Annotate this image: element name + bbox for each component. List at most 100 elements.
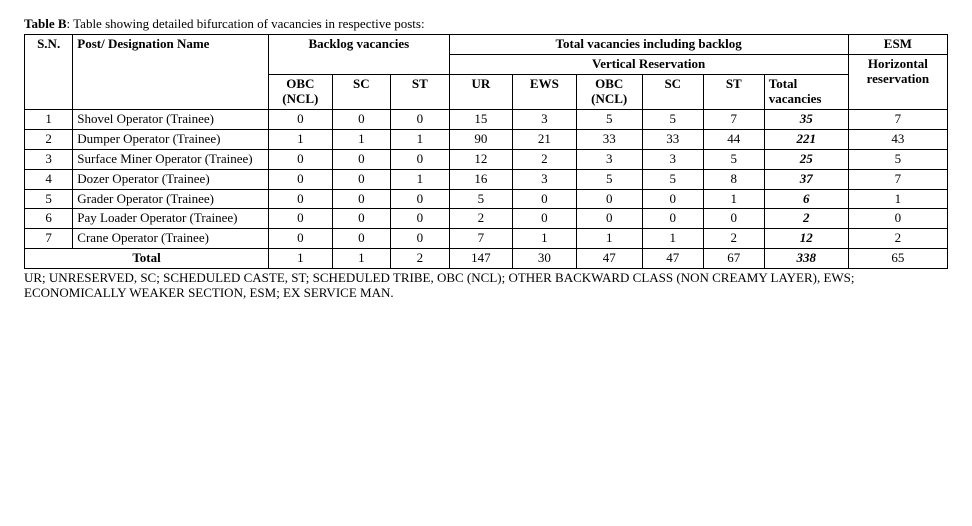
cell-v-st: 8 xyxy=(703,169,764,189)
cell-b-st: 0 xyxy=(391,209,449,229)
cell-sn: 6 xyxy=(25,209,73,229)
table-row: 6Pay Loader Operator (Trainee)0002000020 xyxy=(25,209,948,229)
cell-tot-ews: 30 xyxy=(513,249,577,269)
cell-b-sc: 0 xyxy=(332,189,390,209)
cell-esm: 7 xyxy=(848,169,947,189)
cell-b-sc: 0 xyxy=(332,209,390,229)
cell-v-sc: 33 xyxy=(642,129,703,149)
cell-tot-v-st: 67 xyxy=(703,249,764,269)
cell-v-sc: 1 xyxy=(642,229,703,249)
cell-ews: 0 xyxy=(513,209,577,229)
cell-ur: 15 xyxy=(449,109,513,129)
cell-v-obc: 0 xyxy=(576,189,642,209)
cell-ews: 1 xyxy=(513,229,577,249)
cell-v-sc: 0 xyxy=(642,209,703,229)
cell-sn: 4 xyxy=(25,169,73,189)
cell-b-obc: 0 xyxy=(269,189,333,209)
cell-tot-b-obc: 1 xyxy=(269,249,333,269)
cell-b-sc: 0 xyxy=(332,169,390,189)
cell-ews: 2 xyxy=(513,149,577,169)
table-total-row: Total1121473047476733865 xyxy=(25,249,948,269)
cell-v-sc: 3 xyxy=(642,149,703,169)
cell-v-obc: 3 xyxy=(576,149,642,169)
cell-esm: 7 xyxy=(848,109,947,129)
cell-sn: 7 xyxy=(25,229,73,249)
cell-ur: 7 xyxy=(449,229,513,249)
cell-tot-ur: 147 xyxy=(449,249,513,269)
cell-v-st: 44 xyxy=(703,129,764,149)
cell-b-sc: 0 xyxy=(332,109,390,129)
cell-name: Dozer Operator (Trainee) xyxy=(73,169,269,189)
table-row: 5Grader Operator (Trainee)0005000161 xyxy=(25,189,948,209)
cell-total: 12 xyxy=(764,229,848,249)
table-caption: Table B: Table showing detailed bifurcat… xyxy=(24,16,948,32)
cell-esm: 1 xyxy=(848,189,947,209)
cell-b-st: 0 xyxy=(391,149,449,169)
hdr-name: Post/ Designation Name xyxy=(73,35,269,110)
hdr-backlog: Backlog vacancies xyxy=(269,35,450,75)
cell-ews: 3 xyxy=(513,109,577,129)
cell-ews: 0 xyxy=(513,189,577,209)
hdr-v-obc: OBC (NCL) xyxy=(576,74,642,109)
cell-ur: 16 xyxy=(449,169,513,189)
cell-total: 35 xyxy=(764,109,848,129)
cell-v-st: 1 xyxy=(703,189,764,209)
cell-esm: 43 xyxy=(848,129,947,149)
cell-b-obc: 0 xyxy=(269,209,333,229)
cell-total: 25 xyxy=(764,149,848,169)
cell-name: Shovel Operator (Trainee) xyxy=(73,109,269,129)
cell-esm: 2 xyxy=(848,229,947,249)
cell-ews: 21 xyxy=(513,129,577,149)
hdr-vertical: Vertical Reservation xyxy=(449,54,848,74)
cell-name: Surface Miner Operator (Trainee) xyxy=(73,149,269,169)
cell-tot-total: 338 xyxy=(764,249,848,269)
cell-esm: 5 xyxy=(848,149,947,169)
cell-v-sc: 5 xyxy=(642,169,703,189)
cell-tot-b-st: 2 xyxy=(391,249,449,269)
hdr-sn: S.N. xyxy=(25,35,73,110)
cell-v-obc: 5 xyxy=(576,109,642,129)
cell-v-obc: 33 xyxy=(576,129,642,149)
cell-v-st: 7 xyxy=(703,109,764,129)
hdr-v-st: ST xyxy=(703,74,764,109)
cell-total: 2 xyxy=(764,209,848,229)
hdr-v-total: Total vacancies xyxy=(764,74,848,109)
cell-b-sc: 0 xyxy=(332,229,390,249)
cell-name: Grader Operator (Trainee) xyxy=(73,189,269,209)
cell-b-obc: 0 xyxy=(269,229,333,249)
cell-tot-v-obc: 47 xyxy=(576,249,642,269)
table-row: 2Dumper Operator (Trainee)11190213333442… xyxy=(25,129,948,149)
cell-ur: 12 xyxy=(449,149,513,169)
caption-label: Table B xyxy=(24,16,67,31)
cell-name: Crane Operator (Trainee) xyxy=(73,229,269,249)
cell-total: 37 xyxy=(764,169,848,189)
cell-b-st: 0 xyxy=(391,189,449,209)
cell-ur: 90 xyxy=(449,129,513,149)
cell-v-sc: 0 xyxy=(642,189,703,209)
cell-b-st: 1 xyxy=(391,129,449,149)
cell-tot-esm: 65 xyxy=(848,249,947,269)
cell-tot-v-sc: 47 xyxy=(642,249,703,269)
cell-v-st: 0 xyxy=(703,209,764,229)
cell-v-st: 5 xyxy=(703,149,764,169)
cell-b-st: 0 xyxy=(391,229,449,249)
cell-b-obc: 0 xyxy=(269,169,333,189)
cell-total: 6 xyxy=(764,189,848,209)
cell-ur: 5 xyxy=(449,189,513,209)
cell-tot-b-sc: 1 xyxy=(332,249,390,269)
cell-b-obc: 1 xyxy=(269,129,333,149)
hdr-v-sc: SC xyxy=(642,74,703,109)
hdr-v-ews: EWS xyxy=(513,74,577,109)
cell-b-sc: 0 xyxy=(332,149,390,169)
hdr-b-sc: SC xyxy=(332,74,390,109)
table-row: 4Dozer Operator (Trainee)001163558377 xyxy=(25,169,948,189)
footer-note: UR; UNRESERVED, SC; SCHEDULED CASTE, ST;… xyxy=(24,271,948,301)
caption-rest: : Table showing detailed bifurcation of … xyxy=(67,16,425,31)
cell-v-obc: 0 xyxy=(576,209,642,229)
cell-ur: 2 xyxy=(449,209,513,229)
cell-sn: 2 xyxy=(25,129,73,149)
hdr-v-ur: UR xyxy=(449,74,513,109)
vacancy-table: S.N. Post/ Designation Name Backlog vaca… xyxy=(24,34,948,269)
cell-esm: 0 xyxy=(848,209,947,229)
cell-b-st: 1 xyxy=(391,169,449,189)
